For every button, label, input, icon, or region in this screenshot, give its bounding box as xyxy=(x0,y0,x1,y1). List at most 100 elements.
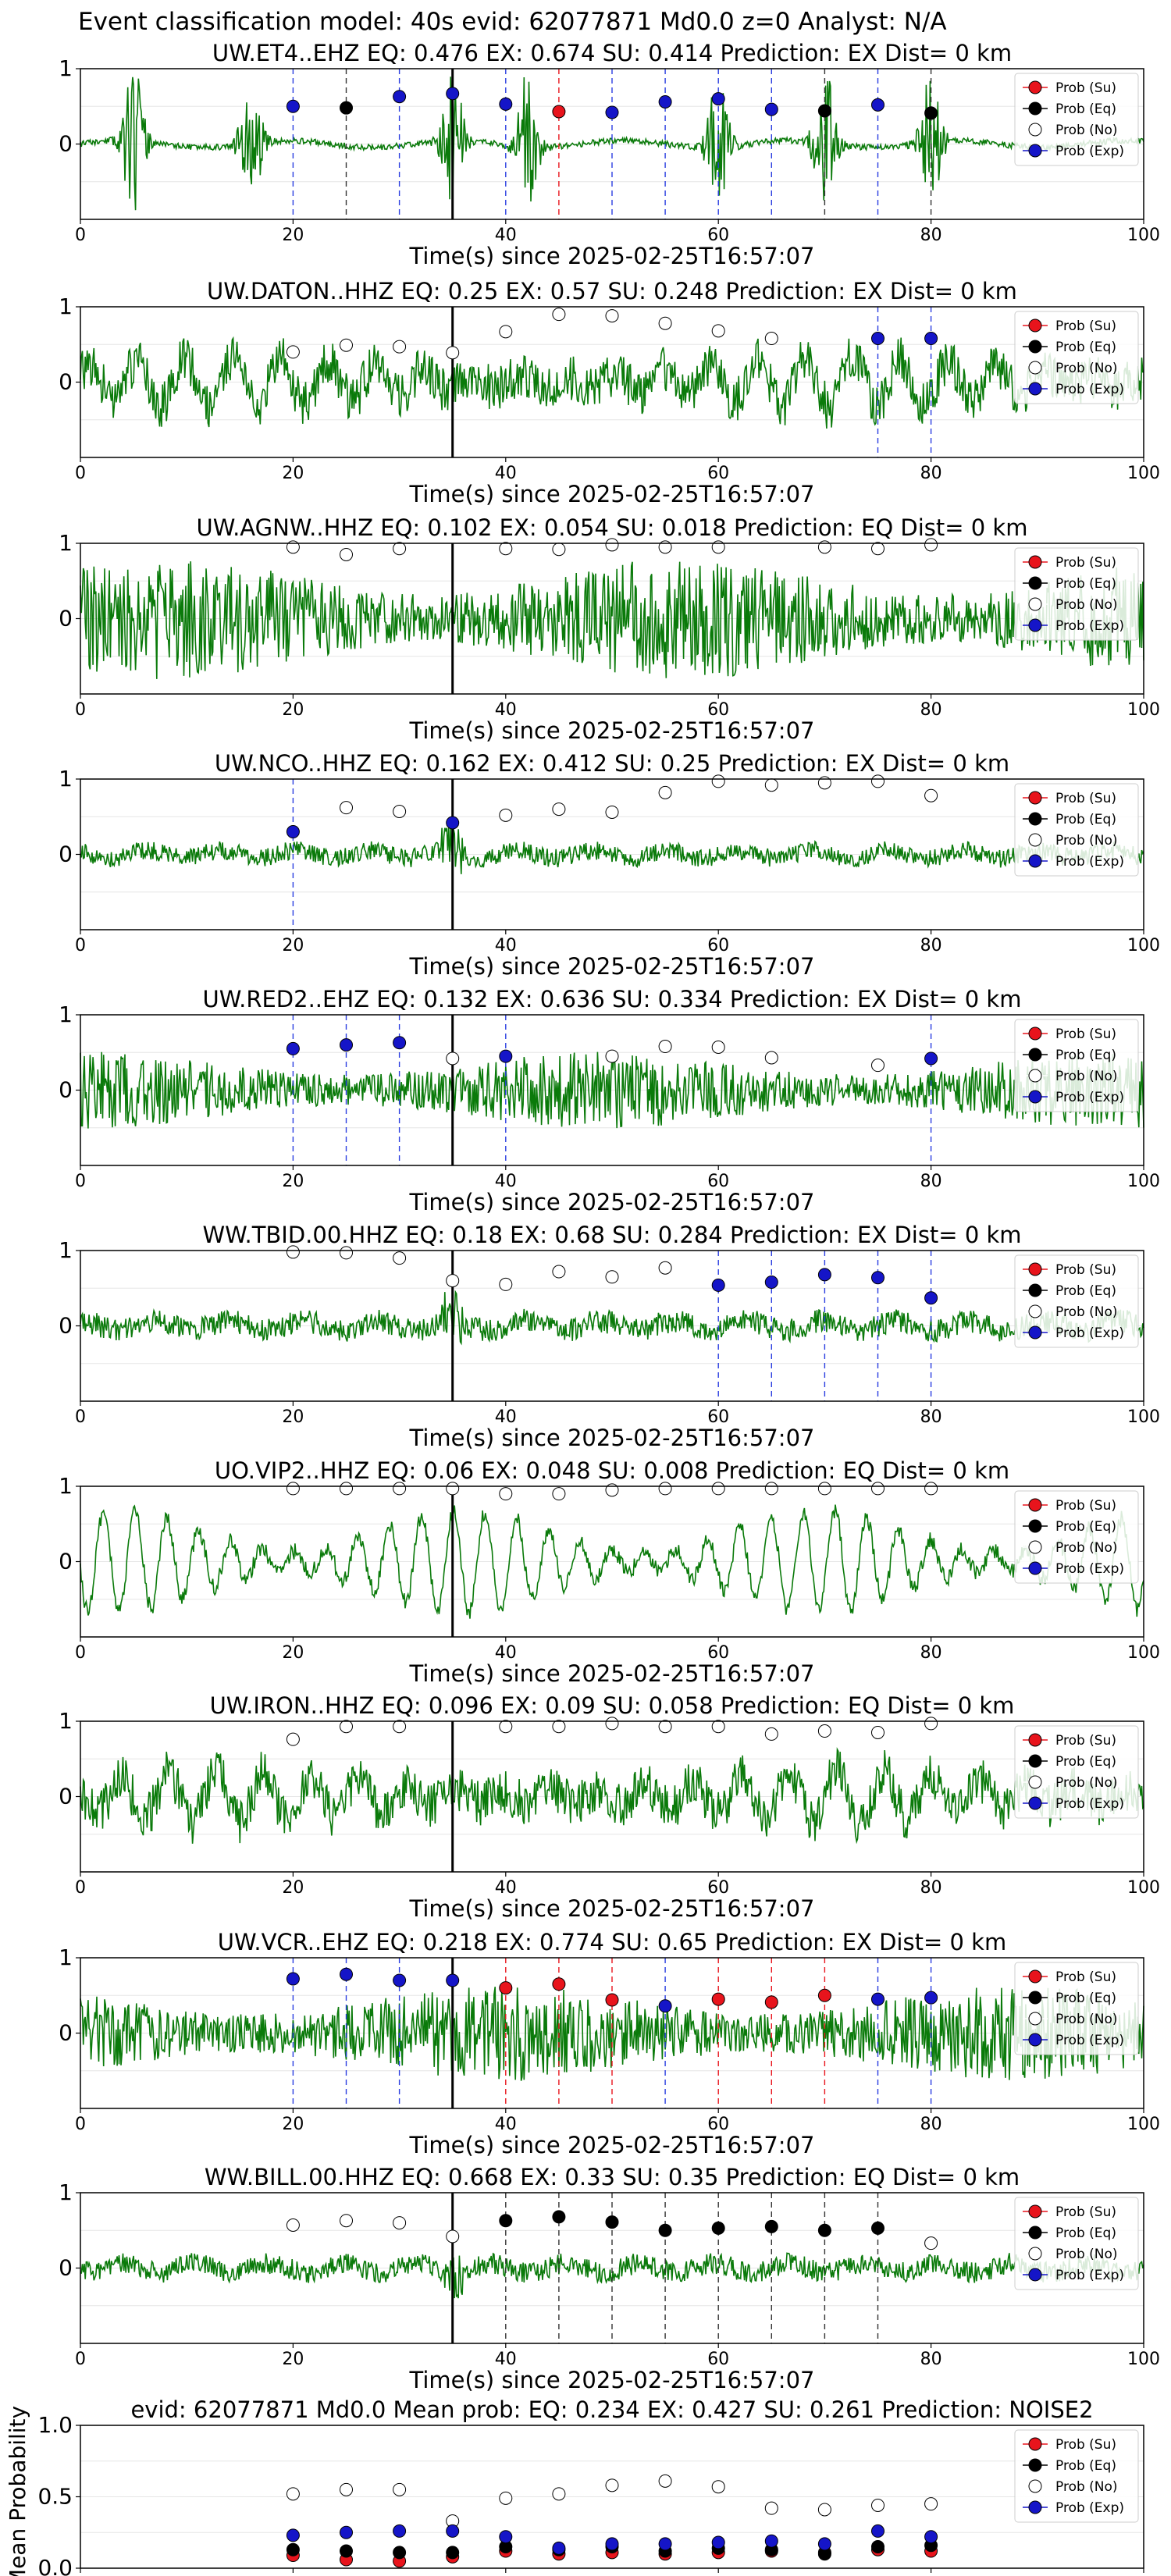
legend-label-exp: Prob (Exp) xyxy=(1055,1090,1124,1105)
legend-marker-no xyxy=(1028,597,1042,611)
y-tick-label: 0 xyxy=(59,2255,73,2281)
x-tick-label: 40 xyxy=(495,1643,517,1663)
prob-marker-eq xyxy=(605,2215,619,2229)
y-tick-label: 0 xyxy=(59,606,73,632)
legend-label-exp: Prob (Exp) xyxy=(1055,382,1124,397)
x-tick-label: 20 xyxy=(282,1407,304,1427)
prob-marker-no xyxy=(764,778,778,792)
legend-marker-no xyxy=(1028,1540,1042,1554)
prob-marker-no xyxy=(871,1059,884,1073)
legend-label-no: Prob (No) xyxy=(1055,597,1118,613)
prob-marker-no xyxy=(711,540,725,554)
x-tick-label: 100 xyxy=(1127,936,1160,955)
prob-marker-no xyxy=(340,1482,353,1496)
mean-marker-eq xyxy=(871,2540,884,2554)
x-tick-label: 20 xyxy=(282,464,304,483)
prob-marker-exp xyxy=(711,92,725,106)
prob-marker-exp xyxy=(924,1051,938,1066)
prob-marker-exp xyxy=(499,97,513,111)
prob-marker-no xyxy=(552,1720,566,1734)
legend-marker-su xyxy=(1028,318,1042,333)
mean-marker-no xyxy=(605,2478,619,2492)
prob-marker-no xyxy=(552,1265,566,1279)
x-tick-label: 40 xyxy=(495,2350,517,2369)
prob-marker-exp xyxy=(871,332,884,346)
legend-marker-no xyxy=(1028,833,1042,847)
waveform-trace xyxy=(80,827,1144,874)
x-tick-label: 60 xyxy=(707,1407,729,1427)
x-tick-label: 40 xyxy=(495,936,517,955)
legend-box xyxy=(1014,311,1139,404)
prob-marker-su xyxy=(711,1992,725,2006)
x-tick-label: 100 xyxy=(1127,464,1160,483)
legend-marker-eq xyxy=(1028,1754,1042,1768)
legend-label-su: Prob (Su) xyxy=(1055,2437,1116,2453)
mean-marker-no xyxy=(658,2474,672,2488)
prob-marker-exp xyxy=(446,1973,460,1987)
legend-label-eq: Prob (Eq) xyxy=(1055,2458,1116,2474)
prob-marker-exp xyxy=(286,825,300,839)
prob-marker-exp xyxy=(499,1049,513,1063)
x-tick-label: 40 xyxy=(495,1407,517,1427)
panel-title: UW.IRON..HHZ EQ: 0.096 EX: 0.09 SU: 0.05… xyxy=(210,1692,1015,1719)
x-tick-label: 80 xyxy=(920,1172,942,1191)
legend-marker-exp xyxy=(1028,1796,1042,1810)
legend-label-exp: Prob (Exp) xyxy=(1055,1561,1124,1577)
y-tick-label: 1 xyxy=(59,1237,73,1263)
prob-marker-no xyxy=(605,805,619,819)
mean-marker-no xyxy=(340,2482,353,2496)
legend-label-exp: Prob (Exp) xyxy=(1055,2268,1124,2283)
panel-title: UW.NCO..HHZ EQ: 0.162 EX: 0.412 SU: 0.25… xyxy=(215,750,1009,777)
y-tick-label: 0 xyxy=(59,2020,73,2046)
legend-marker-su xyxy=(1028,1498,1042,1512)
x-axis-label: Time(s) since 2025-02-25T16:57:07 xyxy=(409,2132,815,2158)
legend-label-no: Prob (No) xyxy=(1055,2012,1118,2027)
legend-marker-exp xyxy=(1028,2268,1042,2282)
legend-label-no: Prob (No) xyxy=(1055,123,1118,138)
waveform-trace xyxy=(80,336,1144,429)
x-tick-label: 20 xyxy=(282,2574,304,2576)
panel-title: UO.VIP2..HHZ EQ: 0.06 EX: 0.048 SU: 0.00… xyxy=(215,1457,1009,1484)
panel-9: WW.BILL.00.HHZ EQ: 0.668 EX: 0.33 SU: 0.… xyxy=(59,2164,1160,2393)
legend-label-eq: Prob (Eq) xyxy=(1055,812,1116,827)
legend-label-eq: Prob (Eq) xyxy=(1055,340,1116,355)
panel-7: UW.IRON..HHZ EQ: 0.096 EX: 0.09 SU: 0.05… xyxy=(59,1692,1160,1922)
prob-marker-no xyxy=(871,774,884,788)
legend-marker-eq xyxy=(1028,101,1042,116)
legend-label-eq: Prob (Eq) xyxy=(1055,1991,1116,2006)
x-tick-label: 40 xyxy=(495,1172,517,1191)
y-tick-label: 0 xyxy=(59,1784,73,1809)
x-tick-label: 80 xyxy=(920,1643,942,1663)
prob-marker-su xyxy=(605,1993,619,2007)
prob-marker-eq xyxy=(764,2219,778,2233)
prob-marker-exp xyxy=(764,102,778,116)
mean-marker-exp xyxy=(552,2541,566,2555)
prob-marker-no xyxy=(340,338,353,352)
y-tick-label: 1 xyxy=(59,294,73,319)
mean-marker-no xyxy=(711,2480,725,2494)
legend-label-eq: Prob (Eq) xyxy=(1055,1754,1116,1770)
panel-10: evid: 62077871 Md0.0 Mean prob: EQ: 0.23… xyxy=(5,2396,1160,2576)
legend-marker-su xyxy=(1028,2204,1042,2218)
legend-marker-no xyxy=(1028,1069,1042,1083)
legend-label-exp: Prob (Exp) xyxy=(1055,2500,1124,2516)
legend-label-su: Prob (Su) xyxy=(1055,1498,1116,1514)
x-tick-label: 100 xyxy=(1127,1643,1160,1663)
prob-marker-no xyxy=(499,1720,513,1734)
legend-label-exp: Prob (Exp) xyxy=(1055,854,1124,870)
prob-marker-no xyxy=(658,1261,672,1275)
prob-marker-no xyxy=(658,1040,672,1054)
mean-marker-exp xyxy=(340,2525,353,2539)
prob-marker-no xyxy=(286,2218,300,2232)
mean-marker-exp xyxy=(446,2524,460,2538)
panel-title: UW.RED2..EHZ EQ: 0.132 EX: 0.636 SU: 0.3… xyxy=(203,986,1022,1012)
legend-marker-eq xyxy=(1028,1519,1042,1533)
prob-marker-exp xyxy=(711,1278,725,1292)
x-tick-label: 80 xyxy=(920,2574,942,2576)
legend-label-su: Prob (Su) xyxy=(1055,1026,1116,1042)
prob-marker-exp xyxy=(924,332,938,346)
prob-marker-no xyxy=(924,788,938,802)
legend-marker-exp xyxy=(1028,382,1042,396)
legend-label-exp: Prob (Exp) xyxy=(1055,1325,1124,1341)
x-tick-label: 100 xyxy=(1127,700,1160,720)
